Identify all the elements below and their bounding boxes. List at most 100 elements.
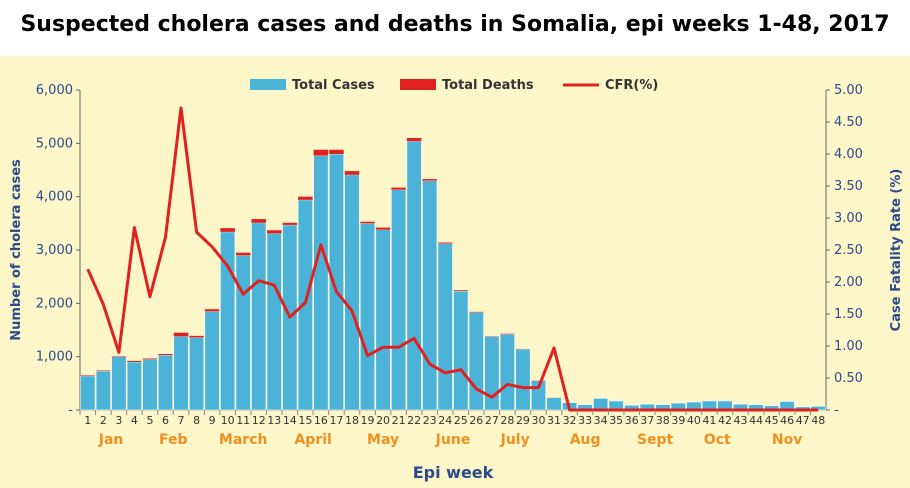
death-bar <box>127 360 142 362</box>
death-bar <box>360 221 375 224</box>
week-label: 12 <box>252 414 266 427</box>
left-tick-label: 4,000 <box>36 190 73 205</box>
death-bar <box>173 332 189 337</box>
case-bar <box>95 370 111 411</box>
month-label: March <box>219 432 268 448</box>
right-tick-label: 2.00 <box>834 275 863 290</box>
right-tick-label: 3.50 <box>834 179 863 194</box>
death-bar <box>96 370 111 372</box>
death-bar <box>80 375 96 376</box>
case-bar <box>499 333 515 411</box>
week-label: 5 <box>146 414 153 427</box>
death-bar <box>251 219 266 223</box>
week-label: 17 <box>329 414 343 427</box>
week-label: 40 <box>687 414 701 427</box>
death-bar <box>344 171 360 175</box>
case-bar <box>810 405 826 411</box>
month-label: Sept <box>637 432 674 448</box>
case-bar <box>468 312 484 411</box>
case-bar <box>126 361 142 411</box>
case-bar <box>515 348 531 411</box>
case-bar <box>593 397 609 411</box>
case-bar <box>313 155 329 411</box>
right-tick-label: 0.50 <box>834 371 863 386</box>
week-label: 2 <box>100 414 107 427</box>
week-label: 4 <box>131 414 138 427</box>
case-bar <box>391 189 407 411</box>
week-label: 29 <box>516 414 530 427</box>
week-label: 36 <box>625 414 639 427</box>
death-bar <box>235 252 251 256</box>
case-bar <box>204 311 220 411</box>
case-bar <box>251 222 267 411</box>
month-label: May <box>367 432 399 448</box>
month-label: June <box>435 432 471 448</box>
month-label: Aug <box>570 432 601 448</box>
cfr-line <box>86 106 819 412</box>
left-tick-label: 5,000 <box>36 136 73 151</box>
legend-swatch-cases <box>250 79 286 90</box>
case-bar <box>297 199 313 411</box>
month-label: Jan <box>98 432 124 448</box>
case-bar <box>173 336 189 411</box>
death-bar <box>111 356 127 357</box>
week-label: 18 <box>345 414 359 427</box>
right-tick-label: 1.00 <box>834 339 863 354</box>
week-label: 33 <box>578 414 592 427</box>
week-label: 20 <box>376 414 390 427</box>
death-bar <box>391 187 406 190</box>
left-tick-label: 3,000 <box>36 243 73 258</box>
x-axis-title: Epi week <box>413 463 494 482</box>
left-tick-label: 6,000 <box>36 83 73 98</box>
death-bar <box>375 227 391 230</box>
death-bar <box>313 149 329 156</box>
week-label: 26 <box>469 414 483 427</box>
week-label: 48 <box>811 414 825 427</box>
week-label: 8 <box>193 414 200 427</box>
death-bar <box>422 179 437 181</box>
week-label: 1 <box>84 414 91 427</box>
week-label: 43 <box>734 414 748 427</box>
death-bar <box>204 309 220 312</box>
week-label: 28 <box>500 414 514 427</box>
y-axis-right-title: Case Fatality Rate (%) <box>889 169 904 332</box>
page-title: Suspected cholera cases and deaths in So… <box>20 12 890 37</box>
case-bar <box>422 180 438 411</box>
week-label: 30 <box>531 414 545 427</box>
left-tick-label: 2,000 <box>36 296 73 311</box>
week-label: 32 <box>563 414 577 427</box>
week-label: 3 <box>115 414 122 427</box>
week-label: 7 <box>178 414 185 427</box>
week-label: 15 <box>298 414 312 427</box>
week-label: 10 <box>221 414 235 427</box>
death-bar <box>220 228 235 232</box>
legend-label-deaths: Total Deaths <box>442 78 534 93</box>
left-tick-label: 1,000 <box>36 350 73 365</box>
death-bar <box>329 149 344 154</box>
death-bar <box>453 290 469 292</box>
legend-label-cfr: CFR(%) <box>605 78 658 93</box>
month-label: July <box>500 432 530 448</box>
case-bar <box>359 223 376 411</box>
week-label: 38 <box>656 414 670 427</box>
case-bar <box>142 359 158 411</box>
week-label: 46 <box>780 414 794 427</box>
week-label: 35 <box>609 414 623 427</box>
week-label: 24 <box>438 414 452 427</box>
death-bar <box>298 196 313 200</box>
week-label: 13 <box>267 414 281 427</box>
month-label: Nov <box>772 432 802 448</box>
left-tick-label: - <box>68 403 73 418</box>
week-label: 25 <box>454 414 468 427</box>
chart: - 1,000 2,000 3,000 4,000 5,000 6,000 - 0.50 1.00… <box>9 78 904 482</box>
week-label: 39 <box>671 414 685 427</box>
week-label: 11 <box>236 414 250 427</box>
week-label: 31 <box>547 414 561 427</box>
case-bar <box>80 375 96 411</box>
week-label: 41 <box>702 414 716 427</box>
right-tick-label: - <box>834 403 839 418</box>
right-tick-label: 1.50 <box>834 307 863 322</box>
case-bar <box>453 290 469 411</box>
week-label: 44 <box>749 414 763 427</box>
week-label: 27 <box>485 414 499 427</box>
